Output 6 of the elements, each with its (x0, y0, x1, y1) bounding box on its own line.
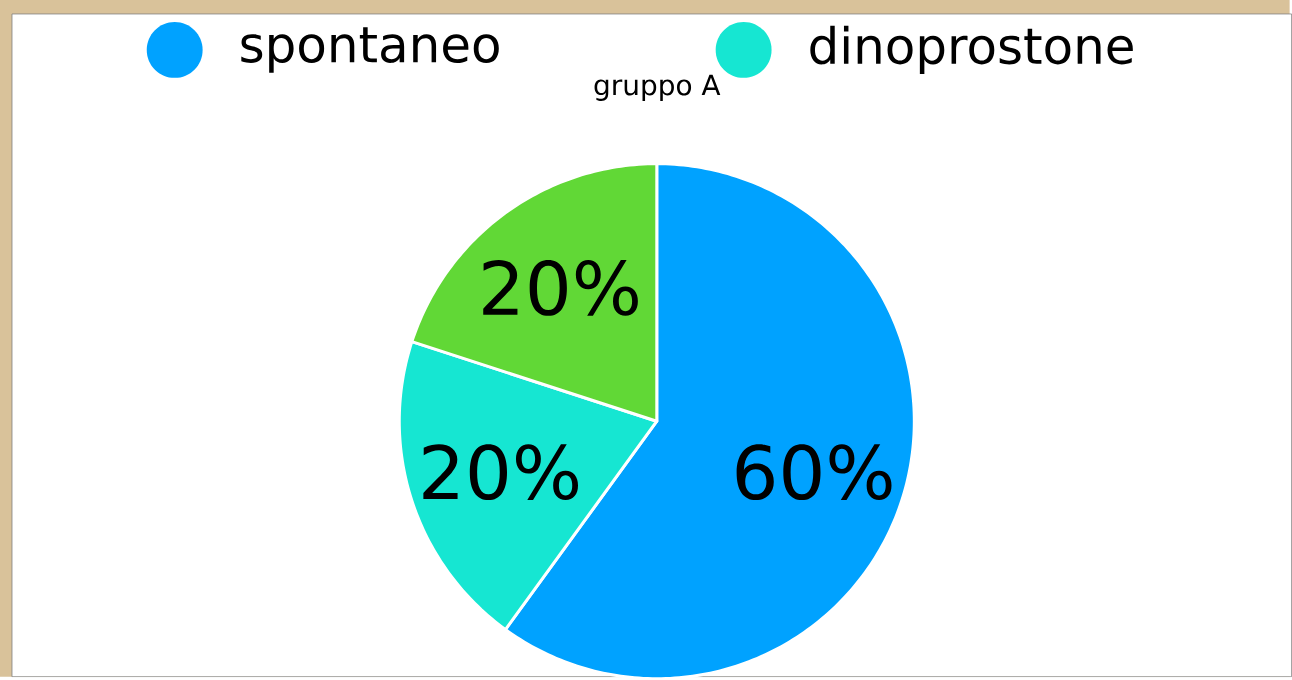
data-label: 20% (423, 444, 578, 500)
legend-label: dinoprostone (810, 25, 1133, 74)
text: gruppo A (594, 74, 721, 101)
data-label: 60% (736, 444, 892, 500)
data-label: 20% (483, 259, 638, 316)
legend-label: spontaneo (241, 27, 499, 73)
